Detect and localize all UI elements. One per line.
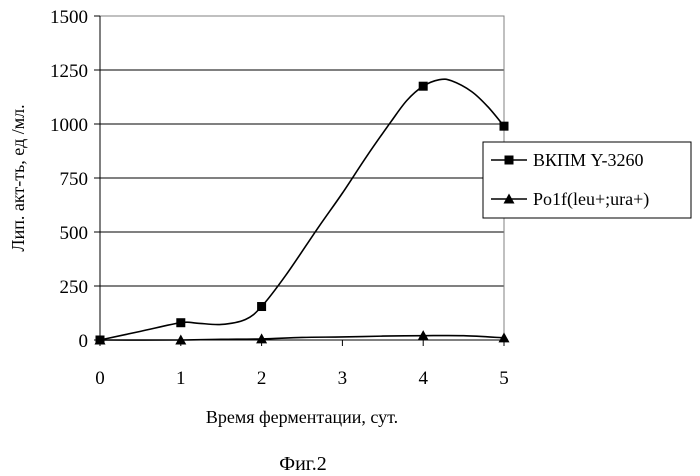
x-tick-label: 2	[257, 368, 267, 389]
x-axis-label: Время ферментации, сут.	[206, 407, 398, 427]
y-tick-label: 1250	[50, 61, 88, 82]
x-tick-label: 5	[499, 368, 509, 389]
series-line	[100, 336, 504, 341]
y-tick-label: 250	[60, 277, 89, 298]
legend-label: Po1f(leu+;ura+)	[533, 189, 649, 210]
x-tick-label: 1	[176, 368, 186, 389]
legend: ВКПМ Y-3260 Po1f(leu+;ura+)	[483, 142, 691, 218]
legend-label: ВКПМ Y-3260	[533, 150, 644, 170]
y-tick-label: 500	[60, 223, 89, 244]
x-tick-label: 0	[95, 368, 105, 389]
x-tick-label: 4	[418, 368, 428, 389]
legend-marker	[505, 156, 514, 165]
data-point	[176, 318, 185, 327]
series-line	[100, 79, 504, 340]
figure-caption: Фиг.2	[279, 453, 326, 475]
data-point	[257, 302, 266, 311]
y-tick-label: 0	[79, 331, 89, 352]
axis-ticks: 0 250 500 750 1000 1250 1500 0 1 2 3 4 5	[50, 7, 509, 389]
series-2	[95, 330, 510, 344]
data-point	[500, 122, 509, 131]
series-1	[96, 79, 509, 344]
y-axis-label: Лип. акт-ть, ед /мл.	[8, 104, 28, 251]
series-layer	[95, 79, 510, 344]
data-point	[419, 82, 428, 91]
y-tick-label: 1500	[50, 7, 88, 28]
y-tick-label: 1000	[50, 115, 88, 136]
grid	[100, 16, 504, 286]
x-tick-label: 3	[338, 368, 348, 389]
y-tick-label: 750	[60, 169, 89, 190]
